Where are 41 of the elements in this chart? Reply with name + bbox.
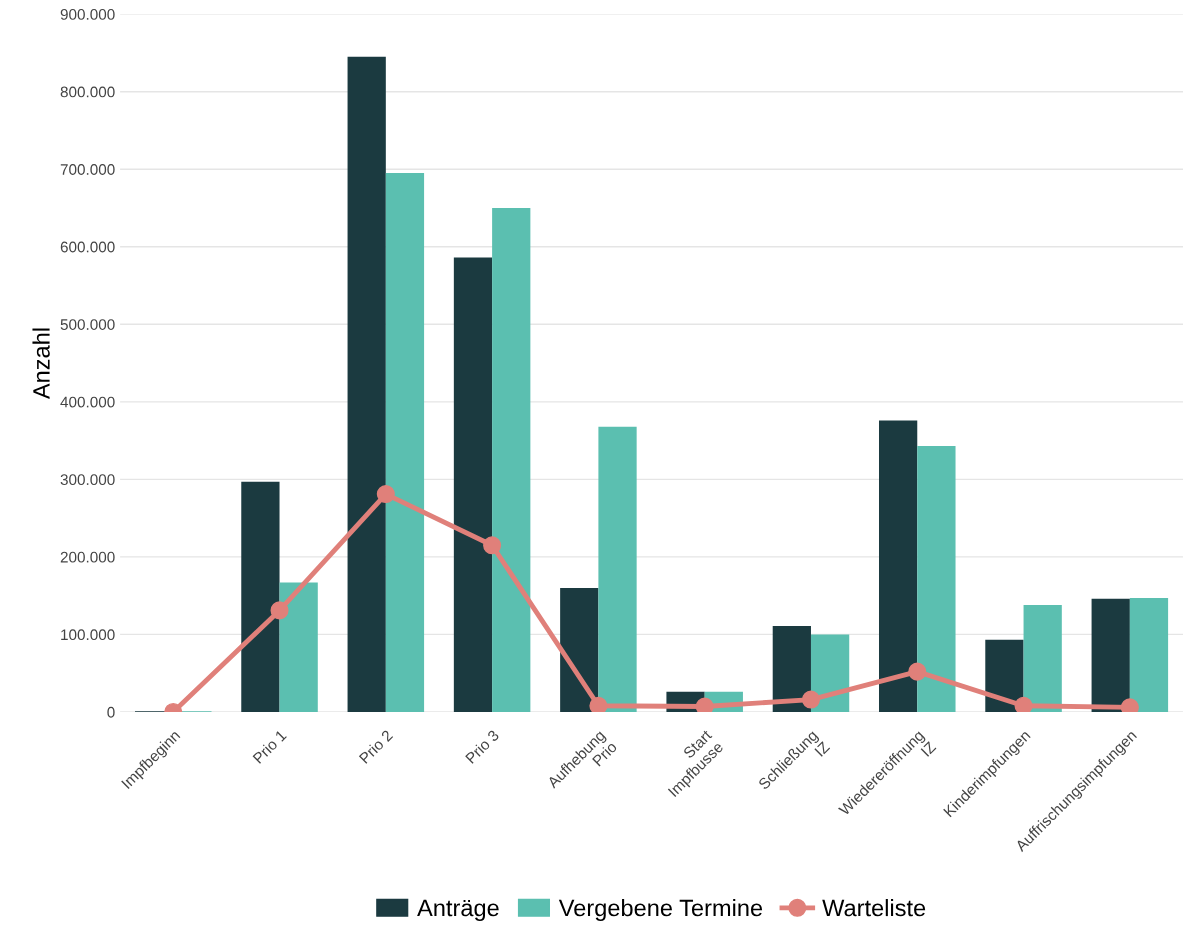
bar	[560, 587, 599, 712]
point	[270, 601, 289, 620]
bar	[241, 481, 280, 712]
point	[908, 662, 927, 681]
point	[483, 536, 502, 555]
legend-label: Anträge	[417, 899, 499, 921]
bar	[879, 420, 918, 712]
point	[695, 697, 714, 712]
y-tick-label: 900.000	[60, 9, 115, 20]
y-tick-label: 500.000	[60, 319, 115, 330]
bar	[347, 56, 386, 712]
point	[1014, 696, 1033, 712]
point	[376, 485, 395, 504]
x-tick-label: Prio 2	[358, 729, 394, 764]
y-tick-label: 800.000	[60, 86, 115, 98]
y-tick-label: 200.000	[60, 551, 115, 563]
y-tick-label: 100.000	[61, 629, 115, 641]
y-axis-title: Anzahl	[32, 328, 50, 400]
bar	[492, 207, 531, 712]
bar	[385, 173, 425, 712]
legend-label: Vergebene Termine	[558, 898, 763, 921]
y-tick-label: 300.000	[60, 474, 115, 486]
point	[589, 696, 608, 712]
bar	[279, 582, 318, 712]
bar	[985, 639, 1024, 712]
y-tick-label: 700.000	[60, 164, 115, 175]
bar	[1023, 604, 1062, 712]
bar	[810, 634, 850, 712]
x-tick-label: Prio 1	[252, 729, 287, 764]
point	[801, 690, 821, 709]
bar	[598, 426, 637, 712]
y-tick-label: 600.000	[60, 241, 115, 253]
y-tick-label: 400.000	[60, 396, 115, 408]
bar	[453, 257, 493, 712]
bar	[1091, 598, 1130, 712]
x-tick-label: Prio 3	[464, 729, 500, 764]
bar	[1129, 597, 1169, 712]
y-tick-label: 0	[107, 706, 115, 718]
bar	[917, 446, 956, 712]
legend-label: Warteliste	[822, 898, 926, 917]
bar	[772, 625, 811, 712]
